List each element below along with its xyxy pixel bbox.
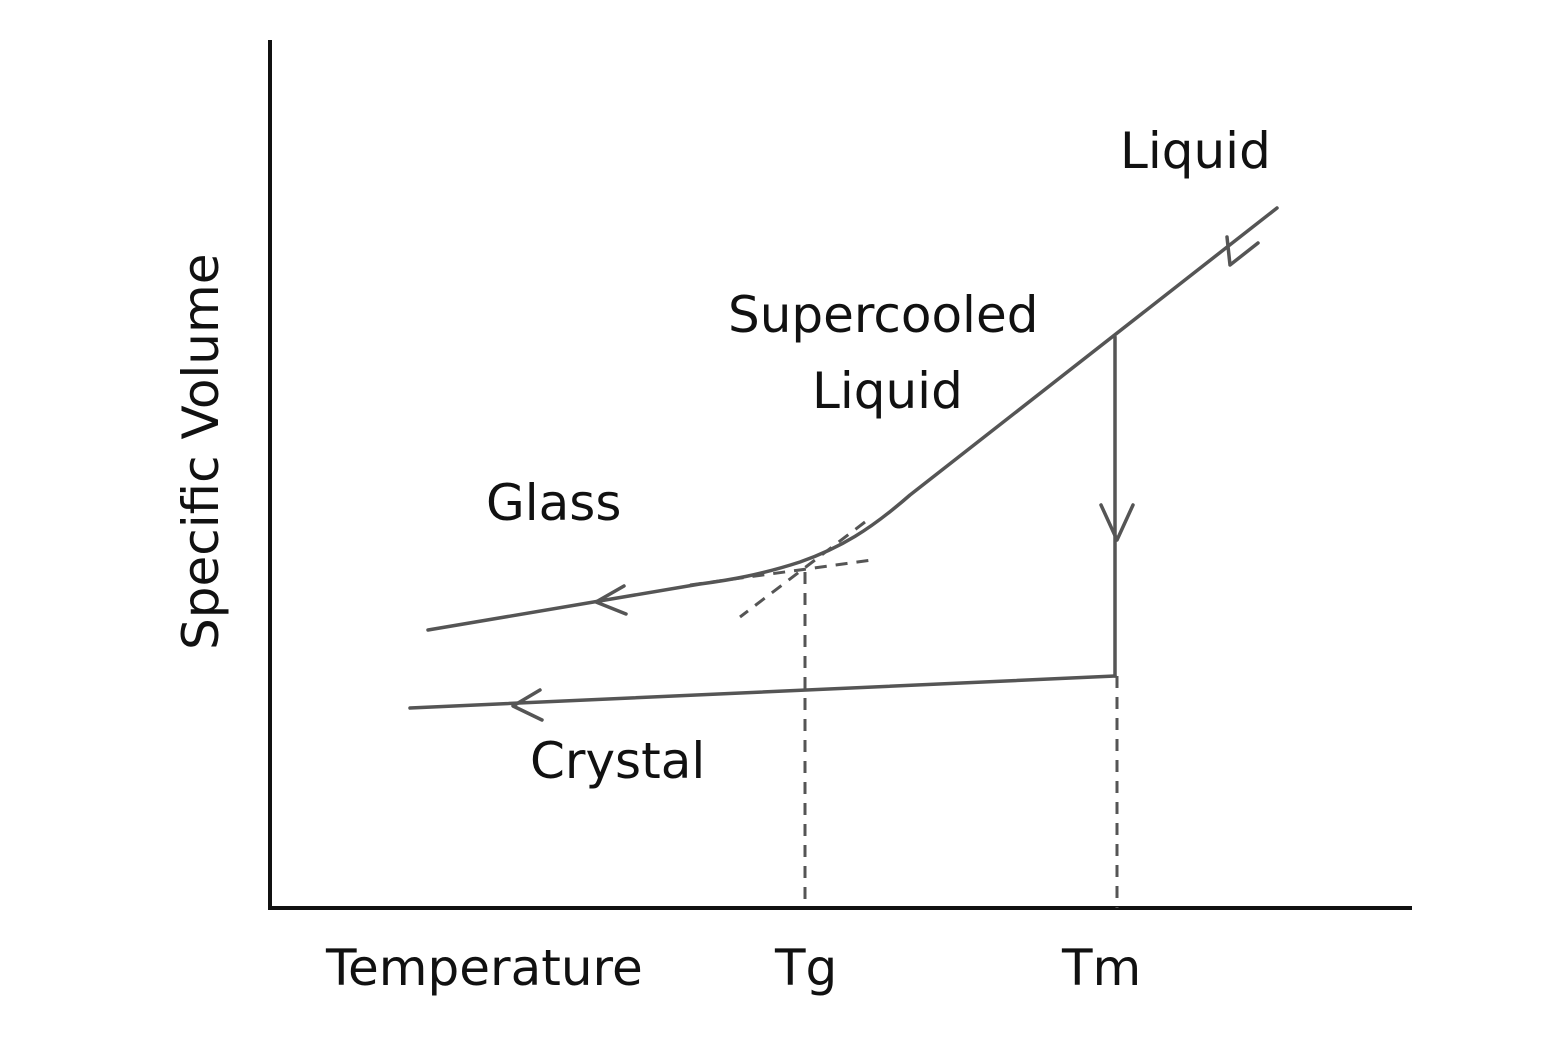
crystal-line [408,674,1117,710]
region-label-crystal: Crystal [530,732,705,790]
y-axis-label: Specific Volume [172,254,230,650]
liquid-glass-curve [426,206,1279,632]
x-axis-label: Temperature [325,939,643,997]
glass-tangent-extension [689,558,873,587]
region-label-glass: Glass [486,474,621,532]
glass-cooling-arrow [594,584,628,616]
region-label-supercooled: Supercooled [728,286,1038,344]
region-label-supercooled-liquid: Liquid [812,362,963,420]
region-label-liquid: Liquid [1120,122,1271,180]
liquid-tangent-extension [739,520,866,619]
crystal-cooling-arrow [511,688,544,722]
tick-label-tm: Tm [1061,939,1141,997]
crystallization-arrow [1099,503,1135,542]
liquid-cooling-arrow [1225,235,1260,267]
tick-label-tg: Tg [774,939,837,997]
